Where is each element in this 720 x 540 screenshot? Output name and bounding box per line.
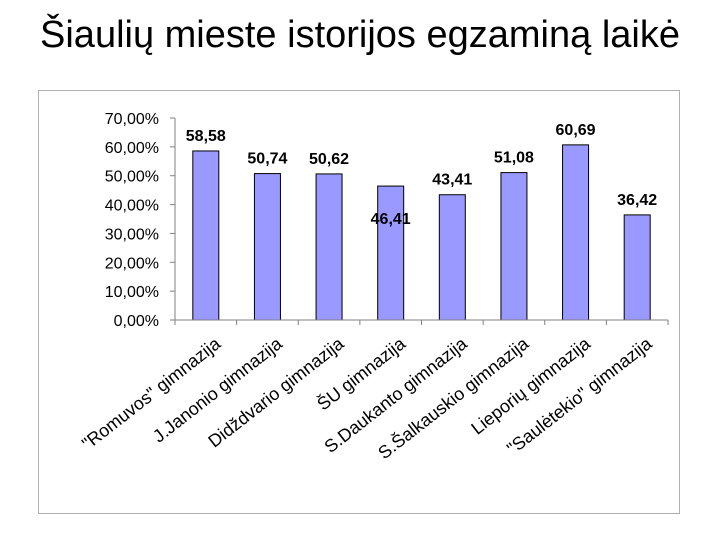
data-label: 43,41	[432, 172, 472, 189]
y-tick-label: 40,00%	[105, 198, 159, 215]
data-label: 60,69	[556, 122, 596, 139]
y-tick-label: 20,00%	[105, 255, 159, 272]
bars	[192, 144, 651, 321]
bar	[500, 172, 528, 321]
y-tick-label: 70,00%	[105, 111, 159, 128]
bar	[438, 194, 466, 321]
bar	[315, 173, 343, 321]
y-tick-label: 60,00%	[105, 140, 159, 157]
bar	[623, 214, 651, 321]
data-label: 50,74	[247, 151, 287, 168]
bar	[562, 144, 590, 321]
slide-title: Šiaulių mieste istorijos egzaminą laikė	[40, 14, 680, 56]
bar	[377, 185, 405, 321]
bar	[192, 150, 220, 321]
y-tick-label: 30,00%	[105, 226, 159, 243]
data-label: 36,42	[617, 192, 657, 209]
y-tick-label: 0,00%	[114, 313, 159, 330]
y-tick-label: 10,00%	[105, 284, 159, 301]
bar	[253, 173, 281, 321]
data-label: 46,41	[371, 211, 411, 228]
y-tick-label: 50,00%	[105, 169, 159, 186]
data-label: 50,62	[309, 151, 349, 168]
data-labels: 58,58 50,74 50,62 46,41 43,41 51,08 60,69 36,42	[186, 122, 658, 228]
y-axis: 0,00% 10,00% 20,00% 30,00% 40,00% 50,00% 60,00…	[105, 111, 176, 330]
data-label: 58,58	[186, 128, 226, 145]
data-label: 51,08	[494, 150, 534, 167]
